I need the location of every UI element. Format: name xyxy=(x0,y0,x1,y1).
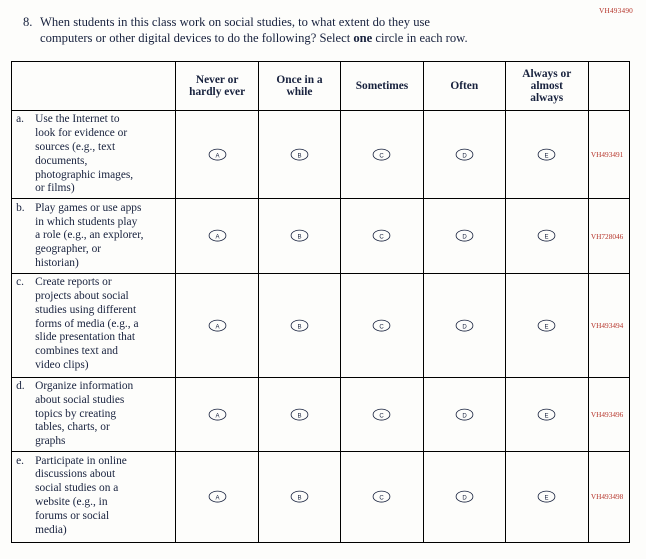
svg-text:E: E xyxy=(545,496,549,502)
svg-text:B: B xyxy=(297,154,301,160)
svg-text:C: C xyxy=(380,496,385,502)
svg-text:A: A xyxy=(215,413,220,419)
svg-text:D: D xyxy=(462,324,467,330)
svg-text:E: E xyxy=(545,154,549,160)
svg-text:A: A xyxy=(215,154,220,160)
svg-text:B: B xyxy=(297,413,301,419)
svg-text:A: A xyxy=(215,496,220,502)
svg-text:B: B xyxy=(297,235,301,241)
svg-text:E: E xyxy=(545,324,549,330)
svg-text:C: C xyxy=(380,324,385,330)
svg-text:C: C xyxy=(380,413,385,419)
svg-text:B: B xyxy=(297,496,301,502)
svg-text:D: D xyxy=(462,235,467,241)
svg-text:C: C xyxy=(380,235,385,241)
svg-text:E: E xyxy=(545,413,549,419)
svg-text:D: D xyxy=(462,496,467,502)
svg-text:B: B xyxy=(297,324,301,330)
svg-text:C: C xyxy=(380,154,385,160)
svg-text:D: D xyxy=(462,154,467,160)
svg-text:A: A xyxy=(215,324,220,330)
svg-text:A: A xyxy=(215,235,220,241)
svg-text:D: D xyxy=(462,413,467,419)
svg-text:E: E xyxy=(545,235,549,241)
